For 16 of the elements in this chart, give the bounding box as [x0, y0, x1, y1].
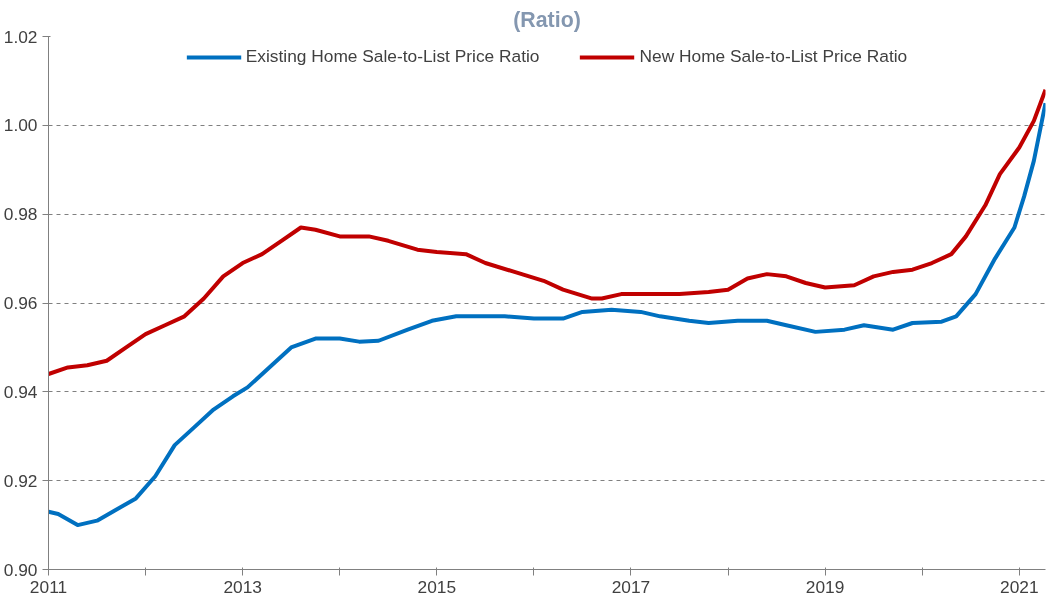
- line-series: [48, 87, 1046, 377]
- x-tick-label: 2017: [611, 576, 651, 597]
- line-series: [48, 101, 1046, 528]
- y-tick-label: 0.96: [3, 293, 38, 313]
- y-tick-label: 1.00: [3, 115, 38, 136]
- x-tick-label: 2021: [1000, 576, 1039, 597]
- legend-label: Existing Home Sale-to-List Price Ratio: [245, 46, 540, 67]
- legend-label: New Home Sale-to-List Price Ratio: [639, 46, 908, 67]
- chart-title: (Ratio): [513, 7, 581, 32]
- x-tick-label: 2015: [417, 576, 457, 597]
- y-tick-label: 1.02: [3, 26, 38, 47]
- y-tick-label: 0.92: [3, 470, 38, 491]
- x-tick-label: 2013: [223, 576, 262, 597]
- y-tick-label: 0.94: [3, 381, 38, 402]
- y-tick-label: 0.98: [3, 204, 38, 225]
- x-tick-label: 2019: [805, 576, 845, 597]
